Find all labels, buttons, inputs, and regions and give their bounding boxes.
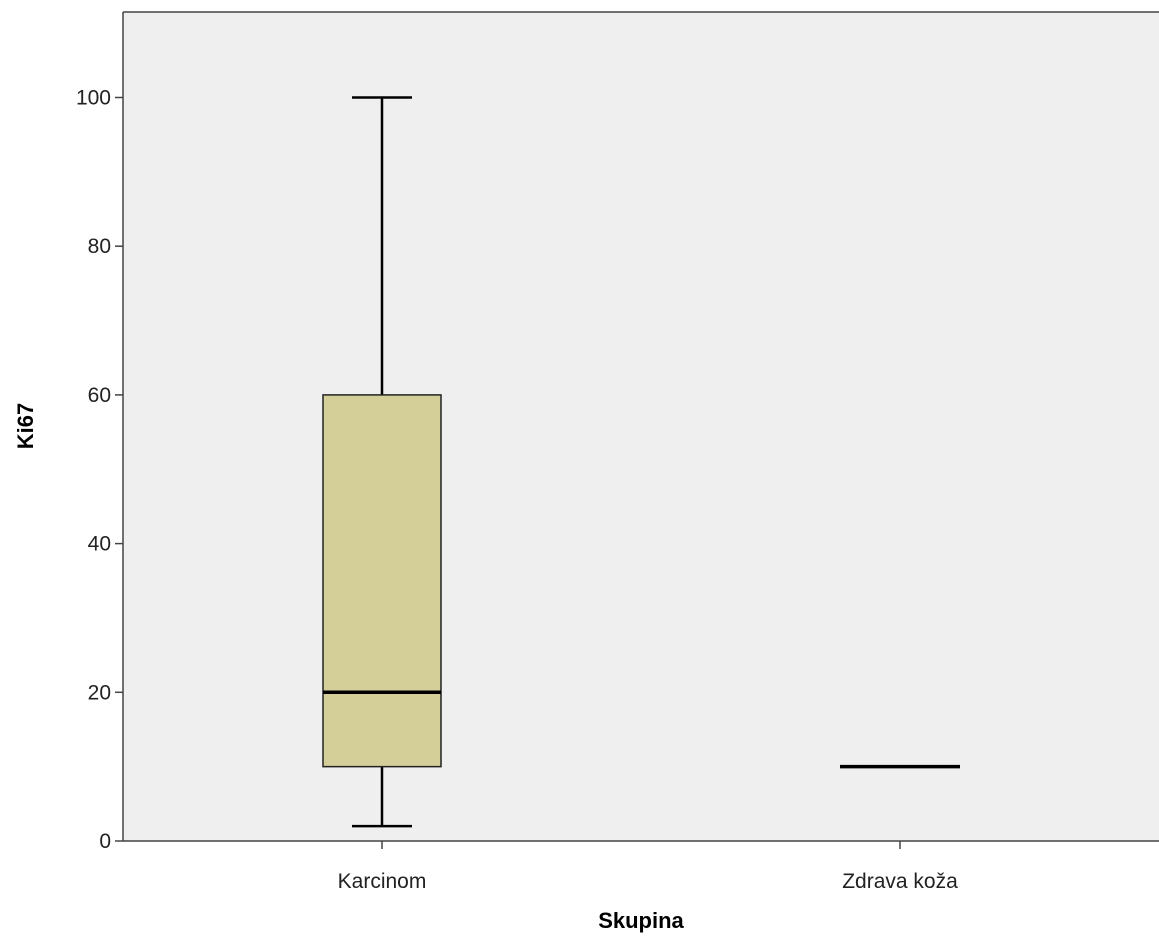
plot-area — [123, 12, 1159, 841]
y-tick-label: 20 — [88, 681, 111, 704]
y-tick-label: 80 — [88, 235, 111, 258]
y-tick-label: 100 — [76, 87, 111, 110]
y-tick-label: 40 — [88, 533, 111, 556]
x-tick-label: Karcinom — [338, 870, 427, 893]
x-axis-ticks: Karcinom Zdrava koža — [338, 841, 958, 893]
chart-marks — [322, 96, 960, 828]
x-tick-label: Zdrava koža — [842, 870, 958, 893]
y-axis-ticks: 0 20 40 60 80 100 — [76, 87, 123, 853]
y-tick-label: 60 — [88, 384, 111, 407]
iqr-box — [322, 394, 442, 768]
y-axis-title: Ki67 — [13, 403, 38, 449]
y-tick-label: 0 — [99, 830, 111, 853]
x-axis-title: Skupina — [598, 908, 684, 933]
